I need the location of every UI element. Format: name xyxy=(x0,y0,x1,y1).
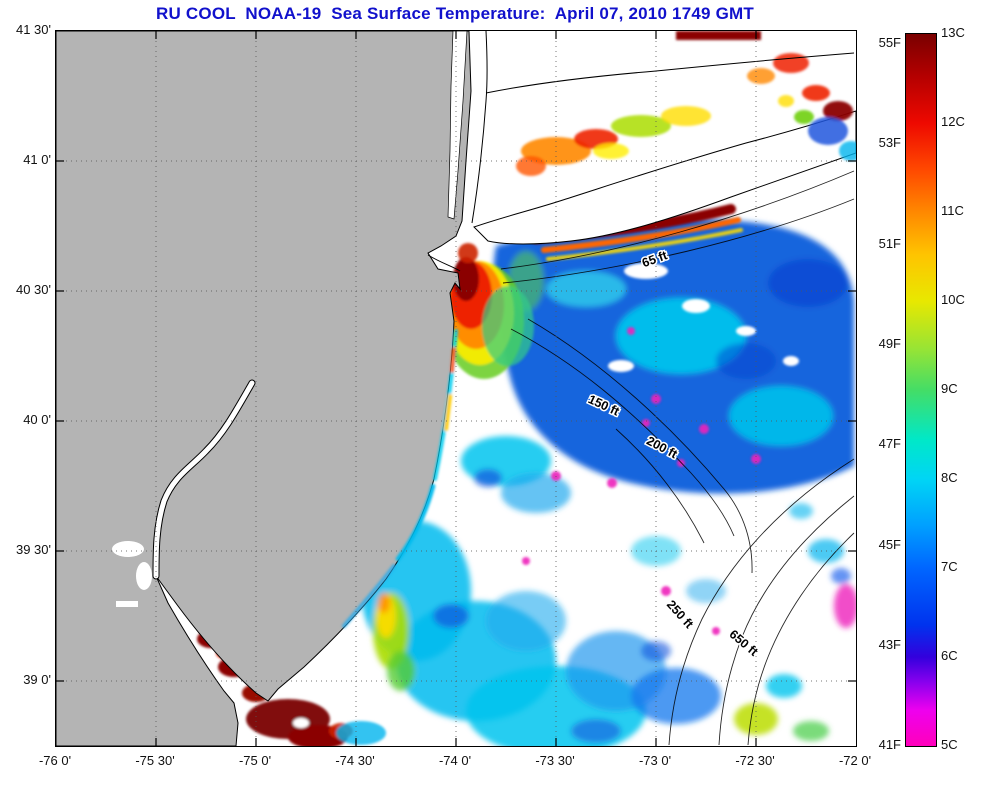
y-tick-label: 41 30' xyxy=(15,22,51,37)
colorbar-c-label: 7C xyxy=(941,559,958,574)
colorbar-c-label: 5C xyxy=(941,737,958,752)
x-tick-label: -75 0' xyxy=(238,753,272,768)
colorbar-f-label: 47F xyxy=(878,436,901,451)
colorbar-c-label: 12C xyxy=(941,114,965,129)
hudson-river xyxy=(447,31,468,220)
figure-title: RU COOL NOAA-19 Sea Surface Temperature:… xyxy=(156,4,754,23)
colorbar-f-label: 55F xyxy=(878,35,901,50)
colorbar-c-label: 9C xyxy=(941,381,958,396)
y-tick-label: 40 0' xyxy=(23,412,51,427)
x-tick-label: -76 0' xyxy=(38,753,72,768)
y-tick-label: 39 0' xyxy=(23,672,51,687)
colorbar-c-label: 11C xyxy=(941,203,964,218)
colorbar-f-label: 45F xyxy=(878,537,901,552)
delaware-river xyxy=(152,379,256,580)
x-tick-label: -73 0' xyxy=(638,753,672,768)
colorbar-f-label: 49F xyxy=(878,336,901,351)
axis-tick-marks xyxy=(56,31,856,746)
x-tick-label: -72 0' xyxy=(838,753,872,768)
x-tick-label: -75 30' xyxy=(135,753,175,768)
x-tick-label: -72 30' xyxy=(735,753,775,768)
sst-data-sound-east xyxy=(778,85,856,161)
connecticut-coastline xyxy=(427,31,855,272)
chesapeake-headwaters xyxy=(112,541,152,607)
sst-nj-coastal-strip xyxy=(342,329,458,628)
colorbar-c-label: 10C xyxy=(941,292,965,307)
y-tick-label: 39 30' xyxy=(15,542,51,557)
sst-map: 65 ft 150 ft 200 ft 250 ft 650 ft xyxy=(56,31,856,746)
x-tick-label: -74 0' xyxy=(438,753,472,768)
x-tick-label: -73 30' xyxy=(535,753,575,768)
map-plot-area: 65 ft 150 ft 200 ft 250 ft 650 ft xyxy=(55,30,857,747)
y-tick-label: 40 30' xyxy=(15,282,51,297)
long-island xyxy=(473,110,856,245)
colorbar-c-label: 13C xyxy=(941,25,965,40)
depth-contour-lines xyxy=(500,170,855,746)
grid-lines xyxy=(56,31,856,746)
colorbar-f-label: 41F xyxy=(878,737,901,752)
x-tick-label: -74 30' xyxy=(335,753,375,768)
y-tick-label: 41 0' xyxy=(23,152,51,167)
colorbar-c-label: 8C xyxy=(941,470,958,485)
cloud-gaps xyxy=(608,263,799,372)
temperature-colorbar xyxy=(905,33,937,747)
colorbar-f-label: 53F xyxy=(878,135,901,150)
colorbar-f-label: 51F xyxy=(878,236,901,251)
colorbar-c-label: 6C xyxy=(941,648,958,663)
colorbar-f-label: 43F xyxy=(878,637,901,652)
